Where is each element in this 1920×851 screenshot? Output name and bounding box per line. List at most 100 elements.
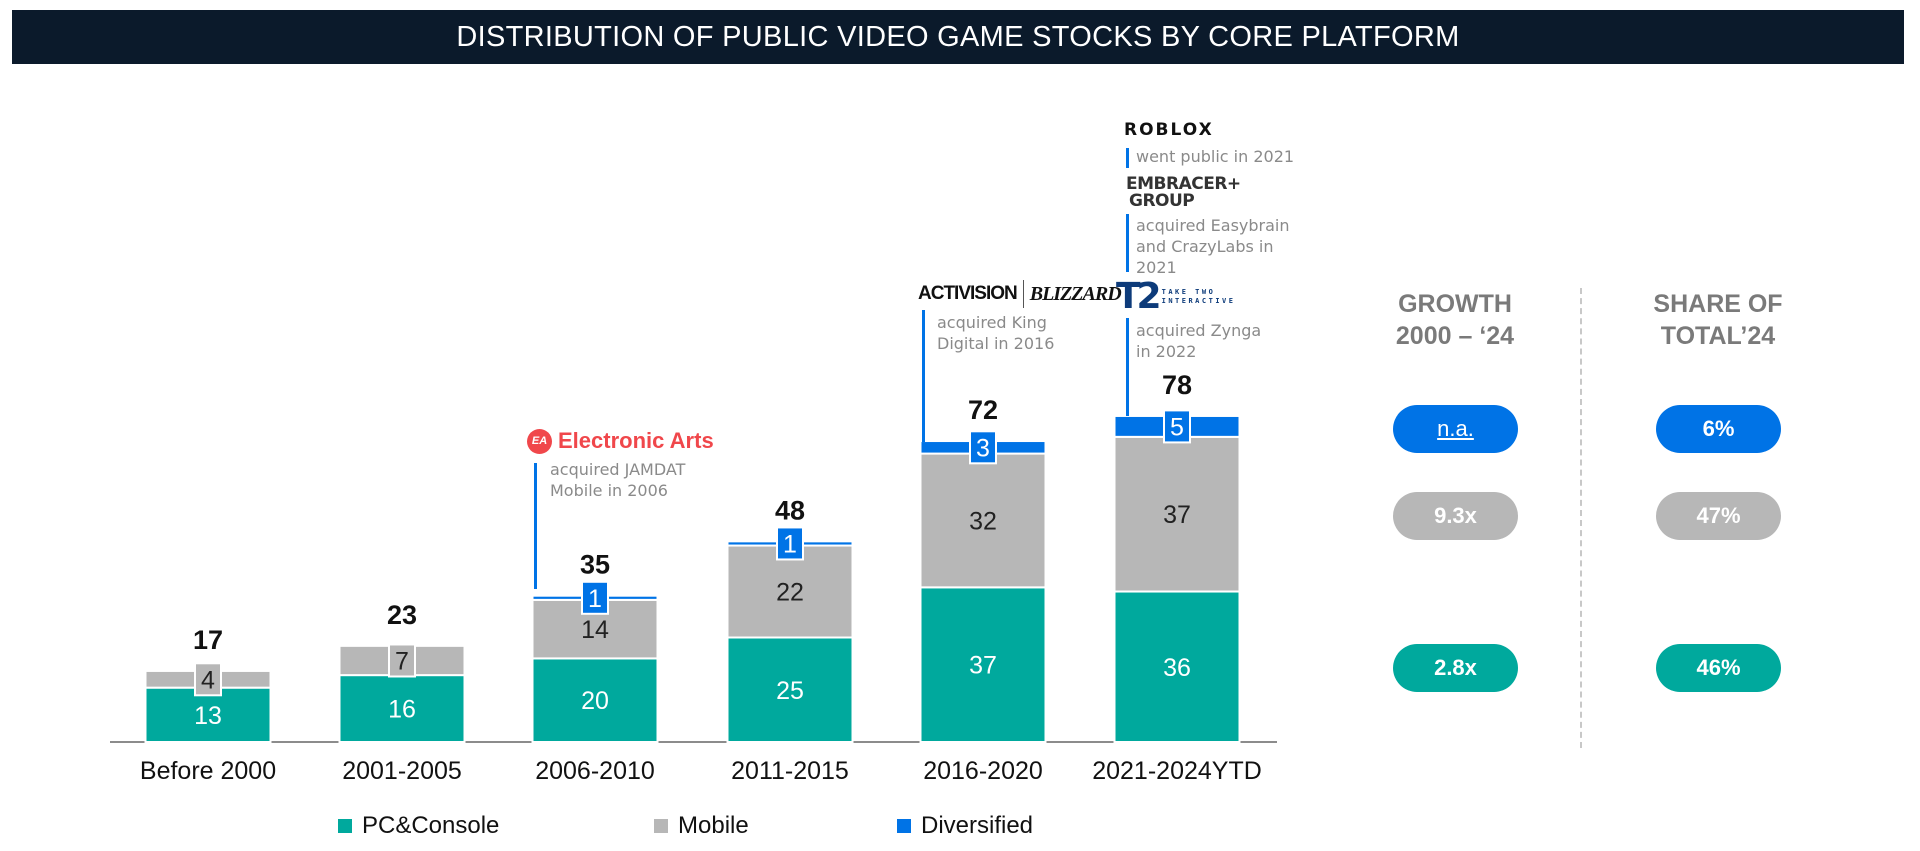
data-label-mobile: 14 <box>581 616 609 644</box>
share-header-line: SHARE OF <box>1653 290 1783 318</box>
total-label: 35 <box>580 550 610 580</box>
data-label-pc-console: 25 <box>776 677 804 705</box>
ea-logo-text: Electronic Arts <box>558 428 714 453</box>
share-pc-console-pill: 46% <box>1656 644 1781 692</box>
annotation-line <box>922 310 925 442</box>
data-label-mobile: 4 <box>201 666 215 694</box>
annotation-line-text: acquired Easybrain <box>1136 216 1290 235</box>
bar-segment-pc-console <box>338 674 466 743</box>
share-header-line: TOTAL’24 <box>1660 322 1776 350</box>
total-label: 17 <box>193 625 223 655</box>
data-label-pc-console: 36 <box>1163 654 1191 682</box>
growth-header-line: GROWTH <box>1398 290 1512 318</box>
annotation-line-text: Mobile in 2006 <box>550 481 668 500</box>
roblox-annotation-text: went public in 2021 <box>1136 146 1294 167</box>
annotation-line-text: and CrazyLabs in <box>1136 237 1274 256</box>
bar-segment-pc-console <box>1113 590 1241 744</box>
total-label: 72 <box>968 395 998 425</box>
bar-segment-pc-console <box>531 657 659 744</box>
annotation-line-text: 2021 <box>1136 258 1177 277</box>
annotation-line <box>1126 318 1129 416</box>
data-label-box <box>969 430 997 465</box>
bar-segment-pc-console <box>726 636 854 743</box>
t2-logo-line: TAKE TWO <box>1161 287 1216 296</box>
share-header: SHARE OF TOTAL’24 <box>1608 288 1828 352</box>
panel-divider <box>1580 288 1582 748</box>
blizzard-logo-text: BLIZZARD <box>1029 282 1122 305</box>
total-label: 78 <box>1162 370 1192 400</box>
data-label-mobile: 37 <box>1163 501 1191 529</box>
embracer-logo: EMBRACER+ GROUP <box>1126 176 1241 210</box>
embracer-annotation-text: acquired Easybrain and CrazyLabs in 2021 <box>1136 215 1290 278</box>
total-label: 48 <box>775 495 805 525</box>
bar-segment-pc-console <box>919 586 1047 744</box>
growth-diversified-pill: n.a. <box>1393 405 1518 453</box>
data-label-pc-console: 13 <box>194 702 222 730</box>
bar-segment-mobile <box>919 452 1047 589</box>
logo-separator <box>1022 280 1024 308</box>
legend-label: Mobile <box>678 812 749 839</box>
legend-label: PC&Console <box>362 812 500 839</box>
growth-pc-console-pill: 2.8x <box>1393 644 1518 692</box>
data-label-mobile: 22 <box>776 579 804 607</box>
data-label-box <box>776 526 804 561</box>
data-label-diversified: 3 <box>976 434 990 462</box>
annotation-line <box>534 463 537 589</box>
data-label-pc-console: 20 <box>581 687 609 715</box>
annotation-line-text: in 2022 <box>1136 342 1197 361</box>
growth-mobile-pill: 9.3x <box>1393 492 1518 540</box>
category-label: 2011-2015 <box>731 757 849 785</box>
annotation-line-text: Digital in 2016 <box>937 334 1055 353</box>
share-diversified-pill: 6% <box>1656 405 1781 453</box>
data-label-diversified: 5 <box>1170 413 1184 441</box>
group-logo-text: GROUP <box>1129 191 1195 211</box>
data-label-diversified: 1 <box>588 585 602 613</box>
take-two-logo: T2 TAKE TWO INTERACTIVE <box>1116 276 1235 317</box>
page-title: DISTRIBUTION OF PUBLIC VIDEO GAME STOCKS… <box>12 10 1904 64</box>
growth-header-line: 2000 – ‘24 <box>1395 322 1515 350</box>
annotation-line <box>1126 148 1129 168</box>
data-label-box <box>581 580 609 615</box>
ea-logo: EA Electronic Arts <box>527 428 714 454</box>
annotation-line <box>1126 214 1129 272</box>
ea-annotation-text: acquired JAMDAT Mobile in 2006 <box>550 459 685 501</box>
category-label: 2006-2010 <box>535 757 655 785</box>
legend-item-pc-console: PC&Console <box>338 812 499 840</box>
data-label-mobile: 32 <box>969 507 997 535</box>
legend-swatch <box>338 819 352 833</box>
embracer-logo-text: EMBRACER+ <box>1126 174 1241 194</box>
total-label: 23 <box>387 600 417 630</box>
category-label: Before 2000 <box>140 757 276 785</box>
legend-label: Diversified <box>921 812 1034 839</box>
category-label: 2001-2005 <box>342 757 462 785</box>
t2-logo-mark: T2 <box>1116 276 1162 317</box>
annotation-line-text: went public in 2021 <box>1136 147 1295 166</box>
annotation-line-text: acquired King <box>937 313 1047 332</box>
legend-swatch <box>897 819 911 833</box>
share-mobile-pill: 47% <box>1656 492 1781 540</box>
activision-logo-text: ACTIVISION <box>918 283 1018 304</box>
t2-logo-line: INTERACTIVE <box>1161 296 1236 305</box>
data-label-diversified: 1 <box>783 530 797 558</box>
data-label-box <box>194 662 222 697</box>
category-label: 2021-2024YTD <box>1092 757 1262 785</box>
take-two-annotation-text: acquired Zynga in 2022 <box>1136 320 1261 362</box>
category-label: 2016-2020 <box>923 757 1043 785</box>
growth-header: GROWTH 2000 – ‘24 <box>1345 288 1565 352</box>
data-label-box <box>1163 409 1191 444</box>
bar-segment-mobile <box>726 544 854 639</box>
legend-item-diversified: Diversified <box>897 812 1033 840</box>
annotation-line-text: acquired JAMDAT <box>550 460 686 479</box>
data-label-box <box>388 643 416 678</box>
ea-logo-mark: EA <box>527 428 552 454</box>
activision-annotation-text: acquired King Digital in 2016 <box>937 312 1054 354</box>
t2-logo-text: TAKE TWO INTERACTIVE <box>1162 288 1236 306</box>
data-label-pc-console: 37 <box>969 652 997 680</box>
data-label-mobile: 7 <box>395 647 409 675</box>
activision-blizzard-logo: ACTIVISION BLIZZARD <box>918 280 1122 308</box>
annotation-line-text: acquired Zynga <box>1136 321 1262 340</box>
legend-item-mobile: Mobile <box>654 812 749 840</box>
roblox-logo: ROBLOX <box>1124 120 1214 140</box>
